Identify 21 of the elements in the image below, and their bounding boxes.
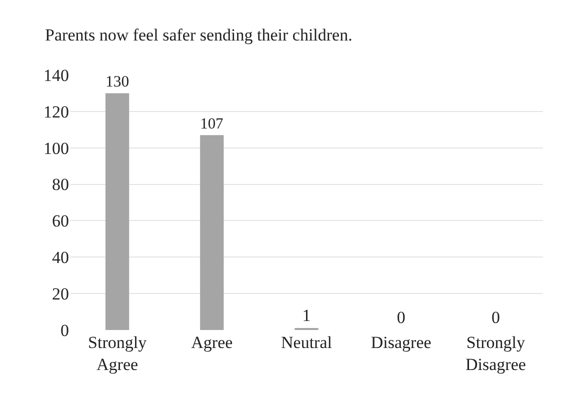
chart-title: Parents now feel safer sending their children. (45, 25, 352, 44)
data-label: 0 (396, 308, 406, 327)
data-label: 130 (105, 74, 130, 90)
x-tick-label: Agree (191, 333, 233, 352)
y-tick-label: 100 (44, 138, 69, 158)
bar (200, 135, 224, 330)
bar (105, 93, 130, 330)
y-tick-label: 20 (52, 284, 69, 304)
y-tick-label: 0 (60, 320, 69, 340)
data-label: 1 (302, 306, 311, 325)
y-tick-label: 40 (52, 248, 69, 268)
x-tick-label: Neutral (281, 333, 332, 352)
x-tick-label: Disagree (370, 333, 432, 352)
x-tick-label: Strongly Agree (88, 333, 148, 374)
data-label: 107 (200, 115, 224, 132)
data-label: 0 (491, 308, 500, 327)
y-tick-label: 120 (44, 102, 69, 122)
y-tick-label: 140 (44, 66, 69, 85)
y-tick-label: 80 (52, 175, 69, 194)
x-tick-label: Strongly Disagree (465, 333, 526, 374)
y-tick-label: 60 (52, 212, 69, 231)
